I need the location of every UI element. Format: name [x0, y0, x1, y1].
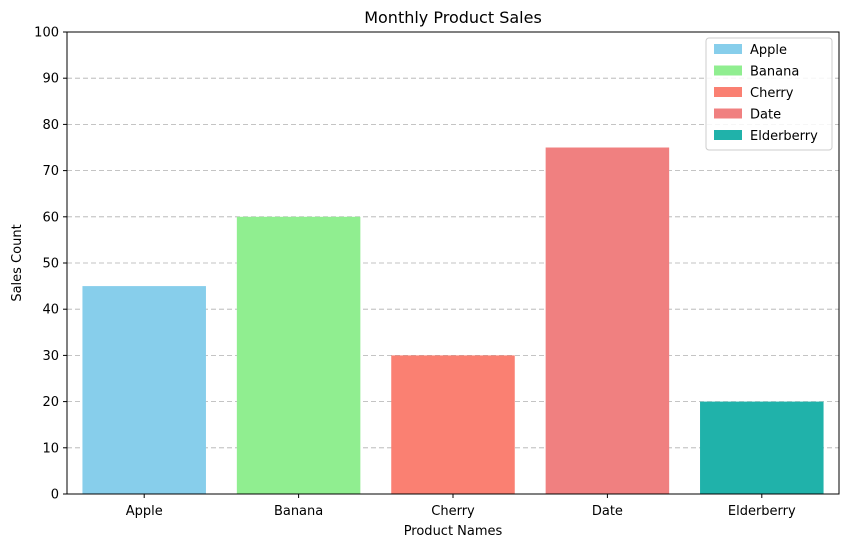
bar-apple [82, 286, 206, 494]
bar-cherry [391, 355, 515, 494]
y-tick-label-40: 40 [42, 303, 59, 318]
x-tick-label-apple: Apple [126, 504, 163, 519]
x-axis: Apple Banana Cherry Date Elderberry [126, 494, 796, 519]
y-tick-label-50: 50 [42, 257, 59, 272]
bar-banana [236, 216, 361, 495]
x-axis-label: Product Names [404, 524, 503, 539]
legend-label-date: Date [750, 108, 781, 123]
y-tick-label-90: 90 [42, 72, 59, 87]
y-tick-label-0: 0 [51, 488, 59, 503]
legend-swatch-cherry [714, 87, 742, 97]
legend-label-banana: Banana [750, 65, 799, 80]
legend-swatch-date [714, 108, 742, 119]
y-tick-label-80: 80 [42, 118, 59, 133]
y-tick-label-70: 70 [42, 164, 59, 179]
bar-date [545, 147, 670, 494]
legend: Apple Banana Cherry Date Elderberry [705, 37, 833, 151]
y-tick-label-20: 20 [42, 395, 59, 410]
y-tick-label-30: 30 [42, 349, 59, 364]
legend-swatch-elderberry [714, 130, 742, 140]
legend-label-elderberry: Elderberry [750, 129, 818, 144]
legend-label-apple: Apple [750, 43, 787, 58]
legend-swatch-apple [714, 44, 742, 54]
x-tick-label-banana: Banana [274, 504, 323, 519]
y-axis-label: Sales Count [10, 224, 25, 301]
x-tick-label-elderberry: Elderberry [728, 504, 796, 519]
bar-elderberry [700, 401, 824, 494]
legend-swatch-banana [714, 65, 742, 76]
bars [82, 147, 824, 495]
x-tick-label-cherry: Cherry [431, 504, 475, 519]
legend-label-cherry: Cherry [750, 86, 794, 101]
x-tick-label-date: Date [592, 504, 623, 519]
y-tick-label-10: 10 [42, 441, 59, 456]
chart-title: Monthly Product Sales [364, 8, 542, 27]
y-tick-label-100: 100 [34, 26, 59, 41]
y-axis: 0 10 20 30 40 50 60 70 80 90 100 [34, 26, 67, 503]
y-tick-label-60: 60 [42, 210, 59, 225]
